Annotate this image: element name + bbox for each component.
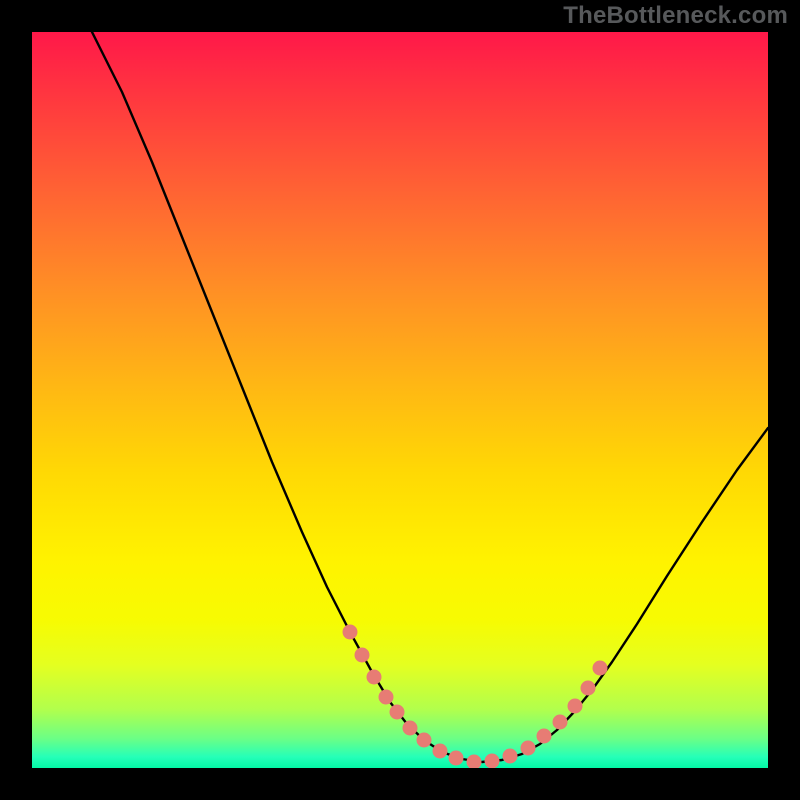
curve-marker (417, 733, 431, 747)
bottleneck-curve (92, 32, 768, 762)
chart-frame: TheBottleneck.com (0, 0, 800, 800)
curve-marker (521, 741, 535, 755)
curve-marker (343, 625, 357, 639)
curve-marker (449, 751, 463, 765)
curve-marker (467, 755, 481, 768)
curve-marker (403, 721, 417, 735)
curve-marker (367, 670, 381, 684)
curve-marker (433, 744, 447, 758)
curve-marker (390, 705, 404, 719)
curve-layer (32, 32, 768, 768)
curve-marker (379, 690, 393, 704)
curve-marker (553, 715, 567, 729)
plot-area (32, 32, 768, 768)
watermark-text: TheBottleneck.com (563, 2, 788, 30)
curve-marker (568, 699, 582, 713)
curve-marker (593, 661, 607, 675)
curve-marker (485, 754, 499, 768)
marker-group (343, 625, 607, 768)
curve-marker (503, 749, 517, 763)
curve-marker (537, 729, 551, 743)
curve-marker (355, 648, 369, 662)
curve-marker (581, 681, 595, 695)
